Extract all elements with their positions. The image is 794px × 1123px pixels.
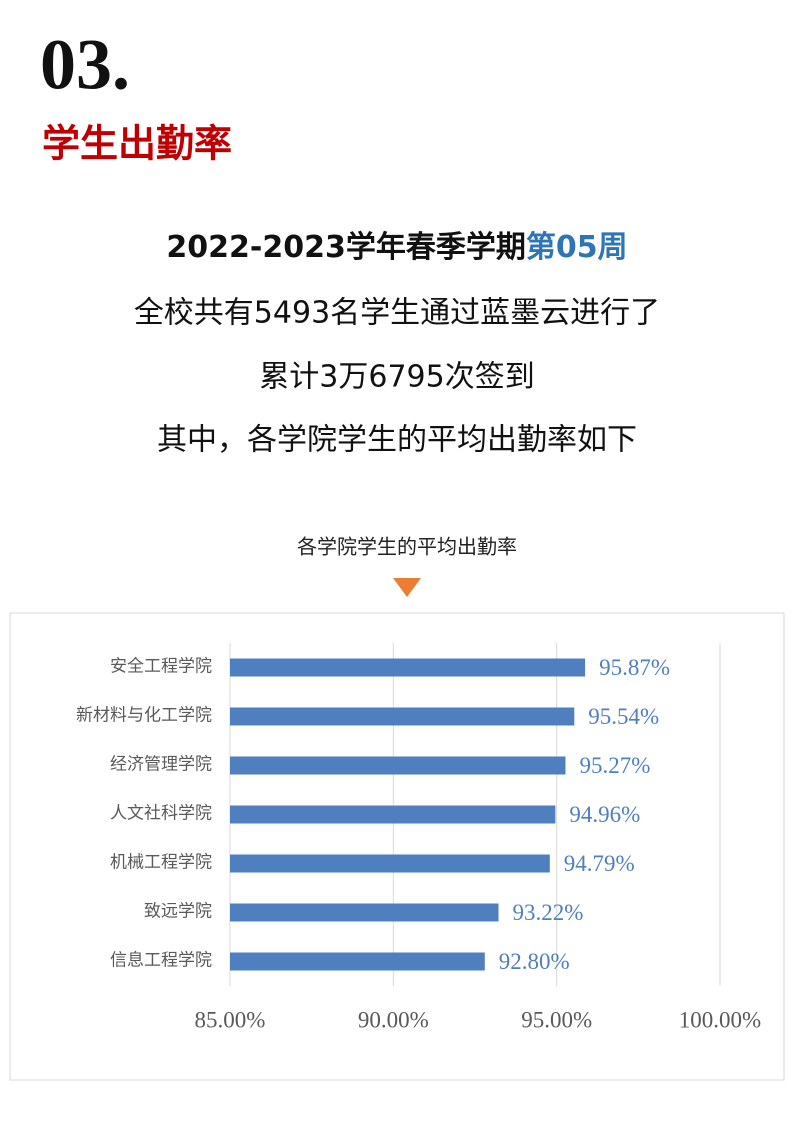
value-label: 95.54% — [588, 704, 659, 729]
bar — [230, 952, 485, 971]
value-label: 95.87% — [599, 655, 670, 680]
x-tick-label: 100.00% — [679, 1007, 761, 1032]
intro-text: 2022-2023学年春季学期 — [166, 230, 525, 265]
value-label: 92.80% — [499, 949, 570, 974]
y-tick-label: 新材料与化工学院 — [76, 705, 212, 724]
section-title: 学生出勤率 — [42, 122, 232, 166]
intro-line: 全校共有5493名学生通过蓝墨云进行了 — [134, 296, 660, 331]
intro-line: 其中，各学院学生的平均出勤率如下 — [157, 423, 637, 458]
y-tick-label: 人文社科学院 — [110, 803, 212, 822]
value-label: 94.96% — [569, 802, 640, 827]
intro-line: 累计3万6795次签到 — [259, 360, 534, 395]
chart-frame — [9, 612, 785, 1081]
y-tick-label: 机械工程学院 — [110, 852, 212, 871]
value-label: 94.79% — [564, 851, 635, 876]
bar — [230, 658, 586, 677]
bar — [230, 707, 575, 726]
x-tick-label: 90.00% — [358, 1007, 429, 1032]
y-tick-label: 经济管理学院 — [110, 754, 212, 773]
bar — [230, 756, 566, 775]
y-tick-label: 信息工程学院 — [110, 950, 212, 969]
y-tick-label: 致远学院 — [144, 901, 212, 920]
value-label: 93.22% — [513, 900, 584, 925]
x-tick-label: 85.00% — [195, 1007, 266, 1032]
x-tick-label: 95.00% — [521, 1007, 592, 1032]
plot: 85.00% 90.00% 95.00% 100.00% 安全工程学院 95.87% 新材料… — [76, 643, 761, 1032]
section-number: 03. — [40, 25, 130, 105]
bar — [230, 854, 550, 873]
intro-highlight: 第05周 — [526, 230, 628, 265]
chart-title: 各学院学生的平均出勤率 — [297, 535, 517, 559]
bar — [230, 805, 556, 824]
bar — [230, 903, 499, 922]
pointer-arrow — [393, 578, 421, 597]
intro-line: 2022-2023学年春季学期第05周 — [166, 230, 627, 265]
value-label: 95.27% — [579, 753, 650, 778]
y-tick-label: 安全工程学院 — [110, 656, 212, 675]
